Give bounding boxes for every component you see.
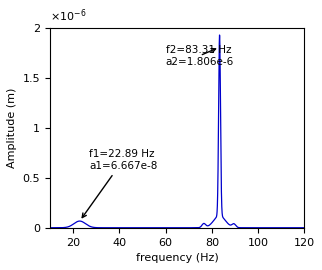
Y-axis label: Amplitude (m): Amplitude (m) (7, 87, 17, 168)
Text: f1=22.89 Hz
a1=6.667e-8: f1=22.89 Hz a1=6.667e-8 (82, 149, 157, 218)
X-axis label: frequency (Hz): frequency (Hz) (136, 253, 219, 263)
Text: f2=83.31 Hz
a2=1.806e-6: f2=83.31 Hz a2=1.806e-6 (166, 45, 234, 66)
Text: $\times10^{-6}$: $\times10^{-6}$ (50, 7, 86, 24)
